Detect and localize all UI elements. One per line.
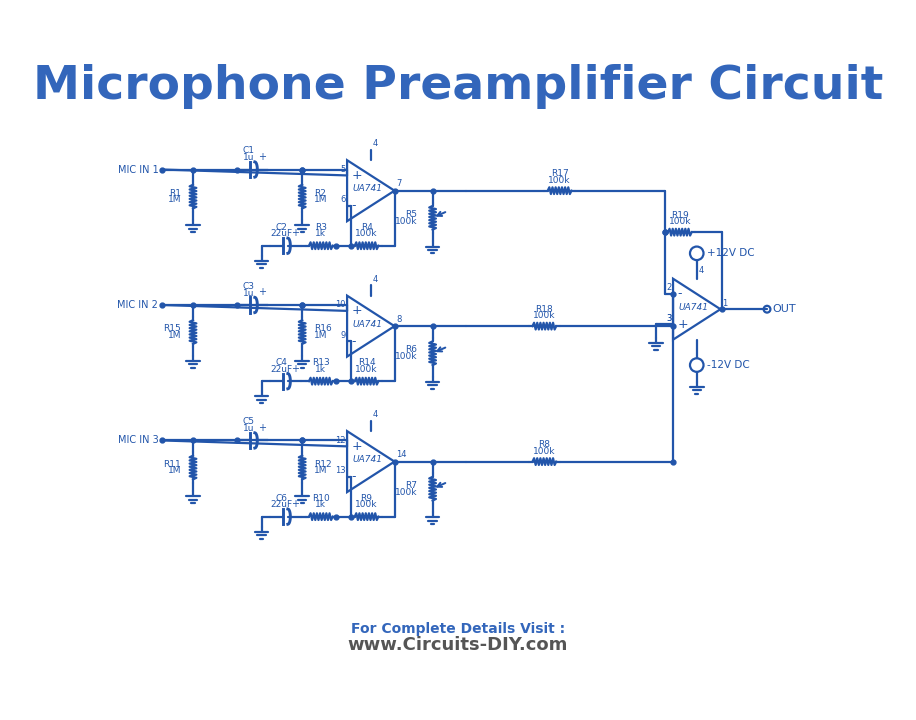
Text: 100k: 100k — [533, 312, 556, 320]
Text: 2: 2 — [666, 283, 671, 292]
Text: MIC IN 2: MIC IN 2 — [117, 300, 158, 310]
Text: R9: R9 — [361, 493, 373, 503]
Text: 1: 1 — [722, 299, 727, 307]
Text: R4: R4 — [361, 222, 373, 232]
Text: +12V DC: +12V DC — [707, 248, 755, 258]
Text: UA741: UA741 — [353, 184, 382, 194]
Text: R14: R14 — [358, 358, 376, 367]
Text: 100k: 100k — [669, 217, 691, 227]
Text: R19: R19 — [671, 211, 689, 220]
Text: -: - — [352, 199, 355, 212]
Text: R2: R2 — [314, 189, 326, 198]
Text: 4: 4 — [698, 266, 703, 275]
Text: R3: R3 — [315, 222, 327, 232]
Text: +: + — [291, 364, 300, 374]
Text: 100k: 100k — [533, 447, 556, 456]
Text: 100k: 100k — [395, 352, 418, 361]
Text: 1u: 1u — [243, 153, 255, 162]
Text: 22uF: 22uF — [271, 230, 293, 238]
Text: 1k: 1k — [315, 365, 326, 374]
Text: 1k: 1k — [315, 500, 326, 509]
Text: R17: R17 — [551, 169, 569, 179]
Text: R18: R18 — [536, 305, 553, 314]
Text: +: + — [352, 440, 362, 453]
Text: 10: 10 — [335, 300, 345, 309]
Text: Microphone Preamplifier Circuit: Microphone Preamplifier Circuit — [33, 64, 883, 109]
Text: 22uF: 22uF — [271, 500, 293, 509]
Text: 4: 4 — [373, 275, 377, 284]
Text: 14: 14 — [397, 450, 407, 459]
Text: 100k: 100k — [395, 217, 418, 225]
Text: 13: 13 — [334, 466, 345, 475]
Text: 4: 4 — [373, 410, 377, 419]
Text: 7: 7 — [397, 179, 401, 188]
Text: +: + — [352, 305, 362, 318]
Text: C6: C6 — [276, 493, 288, 503]
Text: R15: R15 — [163, 324, 181, 333]
Text: C1: C1 — [243, 146, 255, 156]
Text: 100k: 100k — [355, 230, 377, 238]
Text: +: + — [677, 318, 688, 331]
Text: 3: 3 — [666, 314, 671, 323]
Text: 100k: 100k — [355, 365, 377, 374]
Text: 1u: 1u — [243, 424, 255, 433]
Text: -: - — [677, 287, 682, 300]
Text: C2: C2 — [276, 222, 288, 232]
Text: R6: R6 — [406, 346, 418, 354]
Text: 1k: 1k — [315, 230, 326, 238]
Text: www.Circuits-DIY.com: www.Circuits-DIY.com — [348, 636, 568, 654]
Text: +: + — [352, 169, 362, 182]
Text: 1M: 1M — [168, 331, 181, 340]
Text: 1M: 1M — [314, 196, 328, 204]
Text: +: + — [291, 228, 300, 238]
Text: R13: R13 — [312, 358, 330, 367]
Text: R5: R5 — [406, 210, 418, 219]
Text: OUT: OUT — [772, 305, 796, 314]
Text: +: + — [291, 499, 300, 509]
Text: UA741: UA741 — [353, 456, 382, 464]
Text: 1M: 1M — [314, 331, 328, 340]
Text: R7: R7 — [406, 481, 418, 490]
Text: R8: R8 — [539, 440, 551, 449]
Text: -12V DC: -12V DC — [707, 360, 749, 370]
Text: UA741: UA741 — [679, 303, 708, 312]
Text: 100k: 100k — [395, 487, 418, 497]
Text: 1M: 1M — [168, 467, 181, 475]
Text: UA741: UA741 — [353, 320, 382, 329]
Text: R12: R12 — [314, 459, 332, 469]
Text: +: + — [258, 423, 267, 433]
Text: 1M: 1M — [168, 196, 181, 204]
Text: +: + — [258, 287, 267, 297]
Text: 100k: 100k — [549, 176, 571, 185]
Text: MIC IN 1: MIC IN 1 — [117, 164, 158, 174]
Text: R11: R11 — [163, 459, 181, 469]
Text: -: - — [352, 335, 355, 348]
Text: 8: 8 — [397, 315, 401, 323]
Text: 9: 9 — [340, 330, 345, 340]
Text: C4: C4 — [276, 358, 288, 367]
Text: +: + — [258, 152, 267, 162]
Text: 22uF: 22uF — [271, 365, 293, 374]
Text: C5: C5 — [243, 418, 255, 426]
Text: For Complete Details Visit :: For Complete Details Visit : — [351, 622, 565, 636]
Text: 4: 4 — [373, 140, 377, 148]
Text: R16: R16 — [314, 324, 332, 333]
Text: 12: 12 — [335, 436, 345, 445]
Text: 100k: 100k — [355, 500, 377, 509]
Text: C3: C3 — [243, 282, 255, 291]
Text: 6: 6 — [340, 195, 345, 204]
Text: 5: 5 — [340, 165, 345, 174]
Text: R1: R1 — [169, 189, 181, 198]
Text: -: - — [352, 470, 355, 483]
Text: 1M: 1M — [314, 467, 328, 475]
Text: 1u: 1u — [243, 289, 255, 297]
Text: 3: 3 — [666, 314, 671, 323]
Text: MIC IN 3: MIC IN 3 — [117, 436, 158, 446]
Text: R10: R10 — [312, 493, 330, 503]
